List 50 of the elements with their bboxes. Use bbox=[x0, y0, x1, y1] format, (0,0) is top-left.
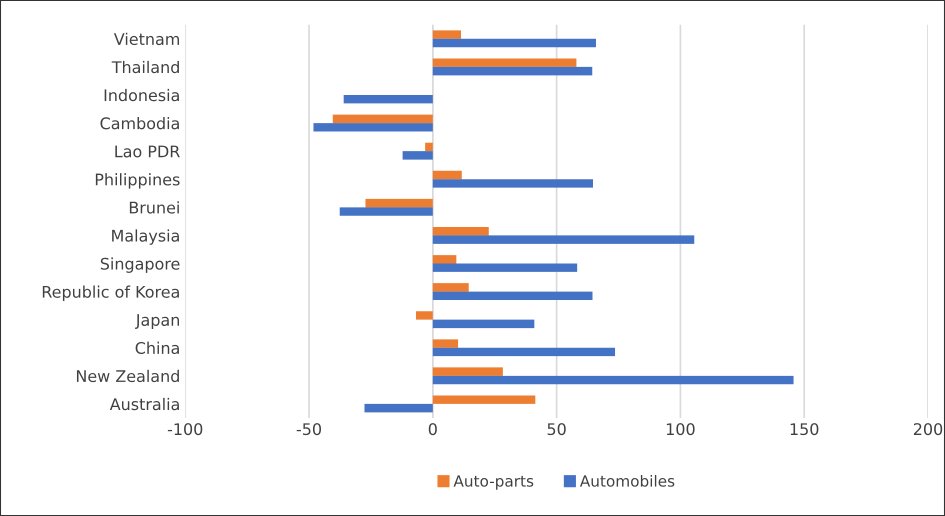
bar bbox=[432, 339, 458, 348]
bar bbox=[432, 235, 694, 244]
y-tick-label: China bbox=[136, 342, 179, 354]
y-tick-label: Lao PDR bbox=[115, 146, 180, 158]
y-tick-label: Cambodia bbox=[100, 117, 179, 130]
bar bbox=[340, 207, 433, 216]
y-tick-label: Republic of Korea bbox=[42, 286, 179, 301]
bar bbox=[432, 255, 456, 264]
y-tick-label: Indonesia bbox=[104, 88, 179, 102]
x-tick-label: 150 bbox=[790, 423, 818, 436]
y-tick-label: Japan bbox=[134, 314, 179, 330]
y-tick-label: Philippines bbox=[96, 173, 180, 189]
y-tick-label: Brunei bbox=[130, 201, 179, 214]
bar bbox=[364, 404, 433, 412]
legend-label: Auto-parts bbox=[454, 475, 534, 490]
y-tick-label: Singapore bbox=[100, 257, 180, 273]
x-tick-label: 100 bbox=[666, 423, 695, 436]
bar bbox=[432, 226, 489, 236]
y-tick-label: Australia bbox=[110, 398, 179, 410]
y-tick-label: New Zealand bbox=[76, 370, 179, 382]
bar bbox=[432, 30, 462, 39]
bar bbox=[432, 320, 534, 328]
y-tick-label: Malaysia bbox=[112, 229, 179, 245]
bar bbox=[425, 142, 433, 152]
bar bbox=[402, 151, 433, 160]
bar bbox=[432, 283, 469, 292]
bar bbox=[432, 395, 536, 404]
bar bbox=[432, 348, 616, 356]
legend-label: Automobiles bbox=[580, 474, 674, 487]
y-tick-label: Vietnam bbox=[114, 32, 180, 46]
bar bbox=[432, 58, 576, 67]
bar bbox=[432, 179, 593, 188]
bar bbox=[432, 263, 578, 272]
bar bbox=[432, 376, 794, 384]
bar bbox=[432, 367, 503, 376]
bar bbox=[416, 311, 433, 320]
bar bbox=[344, 94, 433, 104]
x-tick-label: 200 bbox=[914, 423, 942, 436]
bar bbox=[313, 123, 433, 132]
x-tick-label: -100 bbox=[168, 423, 202, 436]
x-tick-label: 50 bbox=[548, 423, 566, 436]
bar bbox=[432, 66, 592, 76]
bar bbox=[432, 292, 593, 300]
bar bbox=[365, 198, 433, 208]
x-tick-label: -50 bbox=[296, 423, 321, 436]
bar bbox=[432, 38, 596, 48]
bar bbox=[432, 170, 462, 180]
y-tick-label: Thailand bbox=[112, 60, 179, 74]
bar bbox=[332, 114, 433, 124]
x-tick-label: 0 bbox=[428, 423, 437, 436]
